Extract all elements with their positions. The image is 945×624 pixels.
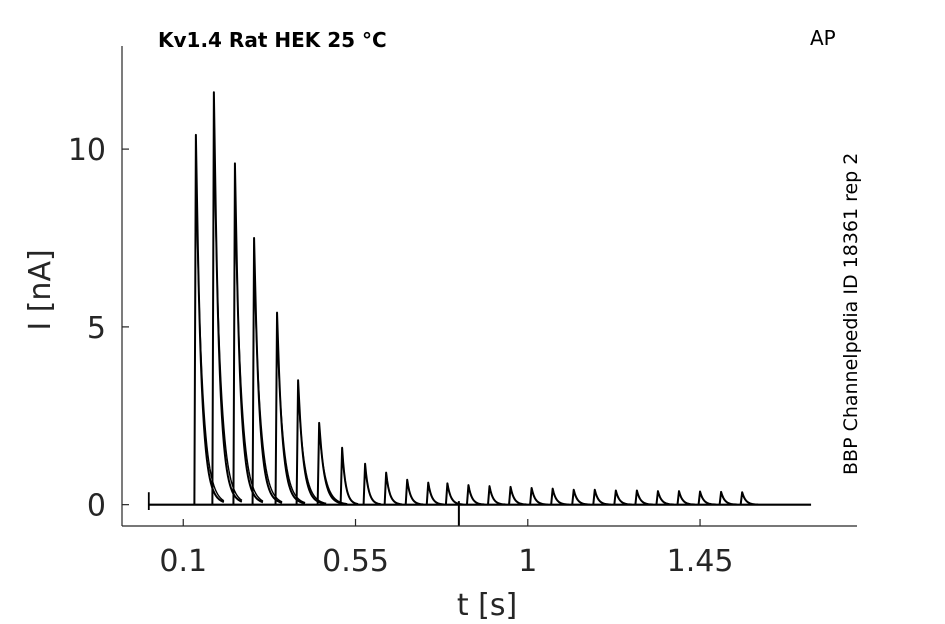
- current-peak: [739, 491, 759, 506]
- current-peak-overlay: [253, 259, 283, 503]
- current-peak: [465, 484, 485, 506]
- current-peak-overlay: [195, 164, 225, 502]
- x-tick-label: 1.45: [667, 544, 734, 579]
- current-peak-overlay: [276, 328, 306, 504]
- current-peak: [444, 482, 464, 506]
- current-peak: [404, 478, 424, 506]
- x-tick-label: 1: [518, 544, 537, 579]
- current-peak: [718, 490, 738, 506]
- x-tick-label: 0.55: [322, 544, 389, 579]
- plot-area: [147, 91, 812, 526]
- current-peak: [592, 488, 611, 506]
- current-peak-overlay: [318, 429, 348, 505]
- current-peak: [232, 162, 264, 505]
- current-peak: [362, 462, 382, 506]
- y-axis-label: I [nA]: [23, 249, 58, 330]
- x-axis-ticks: 0.1 0.55 1 1.45: [159, 519, 733, 579]
- current-peak: [571, 488, 590, 506]
- current-peak: [529, 486, 548, 506]
- current-peak: [550, 487, 569, 506]
- y-tick-label: 10: [68, 133, 106, 168]
- current-peak: [251, 237, 283, 505]
- chart-title: Kv1.4 Rat HEK 25 °C: [158, 28, 387, 52]
- protocol-label: AP: [810, 26, 836, 50]
- current-peak: [425, 481, 445, 506]
- y-axis-ticks: 0 5 10: [68, 133, 129, 524]
- current-peak: [676, 490, 696, 506]
- current-peak-overlay: [213, 125, 243, 501]
- current-peak: [634, 489, 653, 506]
- current-peak: [193, 133, 225, 505]
- current-peak-overlay: [297, 390, 327, 505]
- current-peak: [339, 446, 359, 506]
- current-peak-overlay: [234, 190, 264, 502]
- current-peak: [274, 311, 306, 505]
- x-axis-label: t [s]: [457, 588, 517, 623]
- source-label: BBP Channelpedia ID 18361 rep 2: [840, 153, 862, 475]
- x-tick-label: 0.1: [159, 544, 207, 579]
- y-tick-label: 0: [87, 489, 106, 524]
- current-peak: [655, 490, 674, 506]
- y-tick-label: 5: [87, 311, 106, 346]
- current-peak: [508, 485, 527, 506]
- current-peak: [383, 471, 403, 506]
- current-peak: [613, 489, 632, 506]
- current-peak: [697, 490, 717, 506]
- current-peak: [487, 485, 506, 506]
